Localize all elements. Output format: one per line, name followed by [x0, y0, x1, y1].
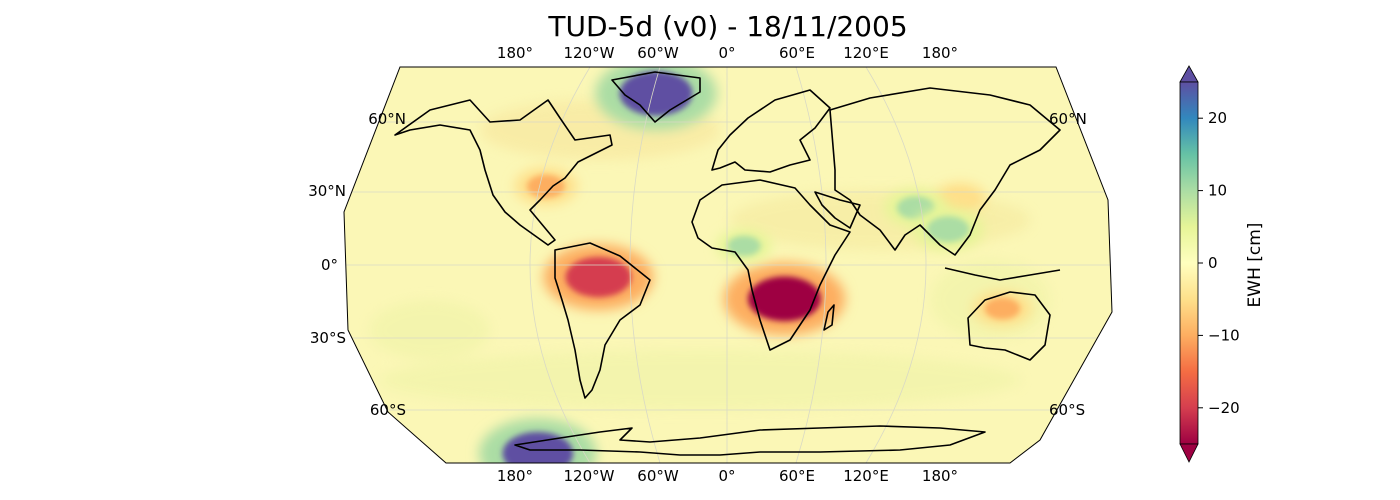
coastline-indonesia — [944, 267, 1061, 281]
colorbar-tick-label: 0 — [1208, 254, 1218, 272]
anomaly-core — [926, 216, 970, 243]
lon-label-bottom: 120°W — [564, 467, 615, 485]
colorbar-tick-label: 20 — [1208, 109, 1227, 127]
colorbar: 20 10 0 −10 −20 EWH [cm] — [1179, 65, 1265, 463]
anomaly-core — [565, 256, 632, 298]
coastline-asia — [829, 87, 1061, 256]
lon-label-bottom: 60°E — [779, 467, 815, 485]
lat-labels-left: 60°N 30°N 0° 30°S 60°S — [308, 110, 406, 419]
lat-label-left: 60°N — [368, 110, 406, 128]
lat-labels-right: 60°N 60°S — [1049, 110, 1087, 419]
lat-label-right: 60°S — [1049, 401, 1085, 419]
lon-label-bottom: 180° — [922, 467, 958, 485]
coastline-greenland — [611, 71, 701, 123]
coastline-madagascar — [823, 304, 835, 331]
graticule — [344, 67, 1112, 463]
lon-label-bottom: 180° — [497, 467, 533, 485]
coastline-arabia — [814, 191, 861, 229]
coastlines — [394, 71, 1061, 456]
anomaly-core — [944, 188, 976, 208]
lon-label-bottom: 60°W — [637, 467, 679, 485]
colorbar-label: EWH [cm] — [1245, 223, 1265, 308]
lon-label-top: 180° — [922, 44, 958, 62]
coastline-australia — [967, 291, 1051, 361]
anomaly-core — [619, 71, 693, 116]
colorbar-min-arrow — [1179, 443, 1199, 463]
lon-label-top: 120°W — [564, 44, 615, 62]
colorbar-gradient — [1179, 81, 1199, 445]
colorbar-tick-label: −20 — [1208, 399, 1240, 417]
colorbar-tick-label: 10 — [1208, 182, 1227, 200]
lon-label-top: 60°W — [637, 44, 679, 62]
colorbar-ticks: 20 10 0 −10 −20 — [1198, 109, 1240, 417]
map-globe — [343, 66, 1113, 464]
colorbar-max-arrow — [1179, 65, 1199, 83]
coastline-antarctica — [514, 425, 986, 456]
lat-label-right: 60°N — [1049, 110, 1087, 128]
coastline-europe — [711, 89, 831, 173]
lat-label-left: 30°S — [310, 329, 346, 347]
lat-label-left: 0° — [321, 256, 338, 274]
lon-label-top: 120°E — [843, 44, 889, 62]
anomaly-core — [984, 297, 1021, 320]
lon-label-top: 180° — [497, 44, 533, 62]
lon-label-top: 60°E — [779, 44, 815, 62]
lon-label-bottom: 0° — [718, 467, 735, 485]
anomaly-core — [748, 276, 821, 322]
colorbar-tick-label: −10 — [1208, 326, 1240, 344]
anomaly-core — [502, 431, 574, 463]
coastline-north-america — [394, 99, 613, 246]
lon-labels-bottom: 180° 120°W 60°W 0° 60°E 120°E 180° — [497, 467, 958, 485]
map-title: TUD-5d (v0) - 18/11/2005 — [548, 10, 908, 43]
coastline-south-america — [554, 242, 651, 399]
anomaly-core — [727, 235, 761, 257]
lon-labels-top: 180° 120°W 60°W 0° 60°E 120°E 180° — [497, 44, 958, 62]
lon-label-bottom: 120°E — [843, 467, 889, 485]
map-border — [343, 66, 1113, 464]
coastline-africa — [691, 179, 851, 351]
lat-label-left: 30°N — [308, 182, 346, 200]
lon-label-top: 0° — [718, 44, 735, 62]
lat-label-left: 60°S — [370, 401, 406, 419]
